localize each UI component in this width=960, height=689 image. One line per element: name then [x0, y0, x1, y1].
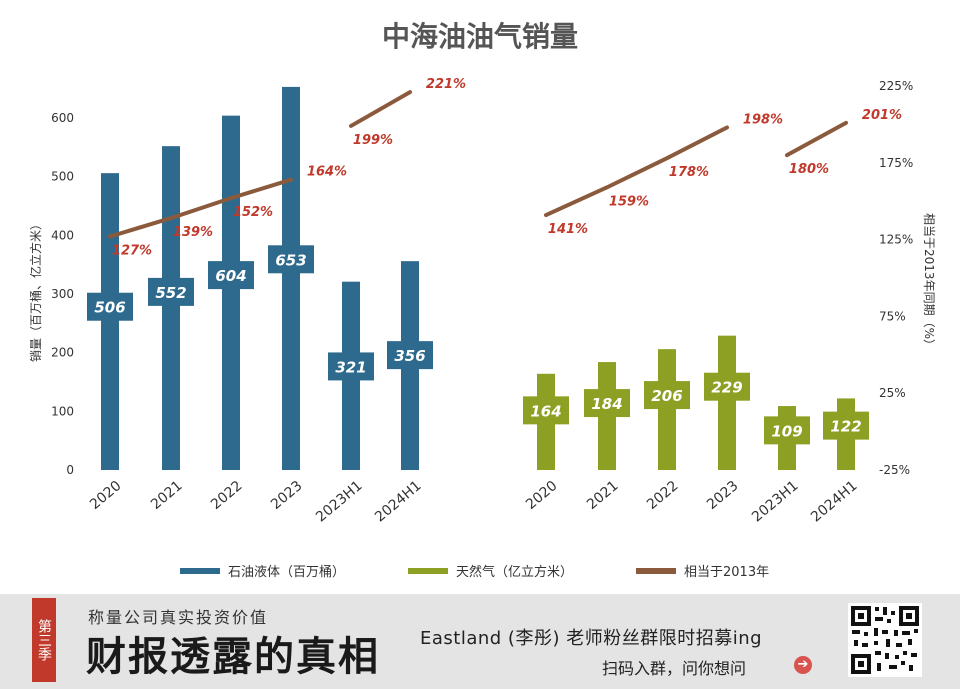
left-tick-label: 600 [51, 111, 74, 125]
percent-label: 164% [307, 165, 347, 180]
percent-label: 141% [548, 222, 588, 237]
promo-line-2[interactable]: 扫码入群，问你想问 [602, 659, 747, 678]
left-tick-label: 500 [51, 170, 74, 184]
gas-value-badge [823, 411, 869, 440]
gas-value-badge [523, 396, 569, 425]
banner-headline: 财报透露的真相 [86, 633, 380, 680]
category-tick-label: 2020 [523, 478, 561, 513]
gas-value-badge [704, 372, 750, 401]
gas-value-label: 206 [651, 387, 682, 405]
relative-2013-line [108, 177, 293, 239]
oil-value-label: 653 [275, 251, 306, 269]
category-tick-label: 2021 [584, 478, 622, 513]
percent-label: 198% [743, 112, 783, 127]
chart: 中海油油气销量 0 100 200 300 400 500 600 -25% 25% 75% 125%… [28, 20, 936, 580]
percent-label: 127% [112, 244, 152, 259]
banner-subtitle: 称量公司真实投资价值 [88, 608, 269, 627]
oil-value-label: 356 [394, 347, 425, 365]
oil-bar [282, 86, 300, 470]
arrow-right-icon[interactable]: ➔ [794, 656, 812, 674]
legend-oil-swatch [180, 568, 220, 574]
relative-2013-line [349, 90, 412, 128]
right-tick-label: 225% [879, 79, 913, 93]
oil-value-badge [268, 245, 314, 274]
gas-value-badge [644, 381, 690, 410]
left-tick-label: 0 [66, 463, 74, 477]
oil-value-label: 321 [335, 358, 366, 376]
oil-value-label: 506 [94, 299, 125, 317]
category-tick-label: 2023 [704, 478, 742, 513]
gas-value-badge [764, 416, 810, 445]
promo-line-1: Eastland (李彤) 老师粉丝群限时招募ing [420, 628, 763, 649]
oil-bar [162, 146, 180, 470]
right-tick-label: 75% [879, 309, 906, 323]
oil-value-badge [148, 277, 194, 306]
oil-value-badge [208, 261, 254, 290]
oil-value-label: 604 [215, 267, 246, 285]
percent-label: 199% [353, 133, 393, 148]
percent-label: 178% [669, 165, 709, 180]
left-tick-label: 100 [51, 404, 74, 418]
left-tick-label: 400 [51, 228, 74, 242]
oil-bar [101, 173, 119, 470]
legend-gas-label: 天然气（亿立方米） [456, 564, 573, 580]
category-tick-label: 2022 [208, 478, 246, 513]
legend-gas-swatch [408, 568, 448, 574]
relative-2013-line [785, 120, 848, 158]
percent-label: 221% [426, 77, 466, 92]
category-tick-label: 2022 [644, 478, 682, 513]
legend-line-swatch [636, 568, 676, 574]
oil-value-badge [328, 352, 374, 381]
relative-2013-line [544, 125, 729, 218]
left-tick-label: 200 [51, 346, 74, 360]
right-tick-label: 175% [879, 156, 913, 170]
left-axis-label: 销量（百万桶、亿立方米） [28, 218, 43, 362]
gas-value-label: 229 [711, 379, 742, 397]
gas-value-label: 122 [830, 418, 861, 436]
category-tick-label: 2024H1 [372, 478, 424, 526]
chart-title: 中海油油气销量 [382, 20, 578, 53]
category-tick-label: 2021 [148, 478, 186, 513]
oil-value-label: 552 [155, 284, 186, 302]
oil-bar [222, 115, 240, 471]
percent-label: 180% [789, 162, 829, 177]
right-tick-label: 25% [879, 386, 906, 400]
percent-label: 201% [862, 108, 902, 123]
left-tick-label: 300 [51, 287, 74, 301]
legend-oil-label: 石油液体（百万桶） [228, 565, 345, 580]
gas-value-label: 184 [591, 395, 622, 413]
gas-value-label: 109 [771, 422, 802, 440]
qr-code-icon[interactable] [848, 603, 922, 677]
category-tick-label: 2023H1 [313, 478, 365, 526]
gas-bar [658, 349, 676, 470]
category-tick-label: 2024H1 [808, 478, 860, 526]
legend-line-label: 相当于2013年 [684, 565, 769, 580]
right-axis-label: 相当于2013年同期（%） [922, 213, 936, 351]
right-tick-label: -25% [879, 463, 910, 477]
gas-value-label: 164 [530, 402, 561, 420]
percent-label: 152% [233, 205, 273, 220]
gas-bar [718, 335, 736, 470]
category-tick-label: 2023H1 [749, 478, 801, 526]
percent-label: 159% [609, 194, 649, 209]
category-tick-label: 2020 [87, 478, 125, 513]
season-badge: 第三季 [32, 598, 56, 682]
right-tick-label: 125% [879, 233, 913, 247]
gas-value-badge [584, 389, 630, 418]
oil-value-badge [87, 292, 133, 321]
category-tick-label: 2023 [268, 478, 306, 513]
oil-value-badge [387, 341, 433, 370]
percent-label: 139% [173, 225, 213, 240]
